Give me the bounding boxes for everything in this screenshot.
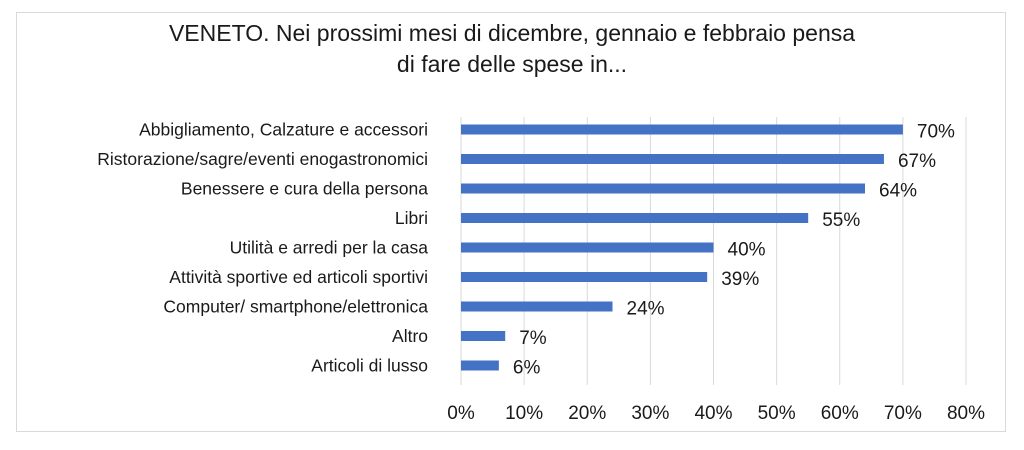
category-label: Libri [395,208,428,228]
x-tick-label: 50% [758,403,796,424]
data-label: 24% [627,299,665,320]
x-tick-label: 30% [631,403,669,424]
category-label: Articoli di lusso [311,356,428,376]
x-tick-label: 20% [568,403,606,424]
bar [461,154,884,164]
category-label: Abbigliamento, Calzature e accessori [139,120,428,140]
bar [461,183,865,194]
chart-title-line-1: VENETO. Nei prossimi mesi di dicembre, g… [168,20,856,46]
x-tick-label: 60% [821,403,859,424]
data-label: 64% [879,181,917,202]
bar [461,301,613,312]
category-label: Attività sportive ed articoli sportivi [169,267,428,287]
data-labels: 70% 67% 64% 55% 40% 39% 24% 7% 6% [513,122,955,379]
data-label: 6% [513,358,541,379]
x-tick-label: 0% [447,403,475,424]
bar [461,213,809,223]
bar [461,242,714,253]
data-label: 67% [898,151,936,172]
x-tick-label: 40% [694,403,732,424]
x-tick-label: 10% [505,403,543,424]
bar [461,124,903,135]
bar [461,272,708,282]
category-label: Benessere e cura della persona [181,179,428,199]
category-labels: Abbigliamento, Calzature e accessori Rist… [97,120,428,376]
data-label: 7% [519,328,547,349]
category-label: Ristorazione/sagre/eventi enogastronomic… [97,149,428,169]
bar [461,360,499,371]
bars [461,124,903,371]
category-label: Computer/ smartphone/elettronica [163,297,428,317]
data-label: 70% [917,122,955,143]
data-label: 40% [728,240,766,261]
category-label: Utilità e arredi per la casa [230,238,429,258]
chart-title: VENETO. Nei prossimi mesi di dicembre, g… [0,18,1024,80]
category-label: Altro [392,326,428,346]
data-label: 55% [822,210,860,231]
chart-title-line-2: di fare delle spese in... [396,51,628,77]
x-tick-label: 80% [947,403,985,424]
x-tick-label: 70% [884,403,922,424]
bar [461,331,506,341]
x-axis-tick-labels: 0% 10% 20% 30% 40% 50% 60% 70% 80% [447,403,985,424]
data-label: 39% [721,269,759,290]
